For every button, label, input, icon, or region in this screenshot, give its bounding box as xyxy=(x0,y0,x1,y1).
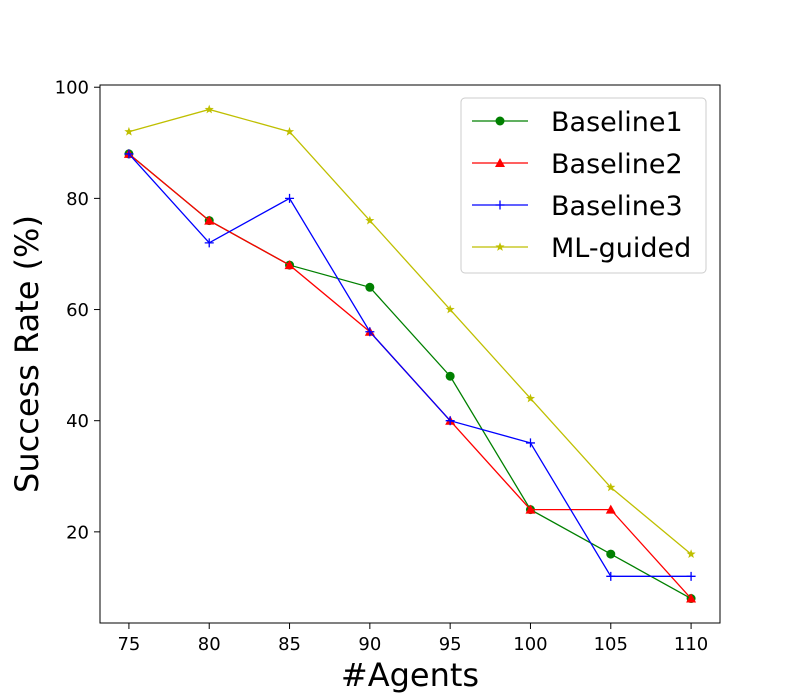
data-point-baseline1 xyxy=(445,371,455,381)
legend-frame xyxy=(460,97,707,274)
data-point-baseline3 xyxy=(525,438,535,448)
data-point-ml-guided xyxy=(606,482,616,492)
data-point-baseline3 xyxy=(124,149,134,159)
data-point-ml-guided xyxy=(204,104,214,114)
data-point-baseline3 xyxy=(606,571,616,581)
plot-frame xyxy=(99,84,721,624)
legend-marker-ml-guided xyxy=(495,242,505,251)
data-point-ml-guided xyxy=(365,215,375,225)
data-point-baseline1 xyxy=(606,549,616,559)
legend-label-baseline1: Baseline1 xyxy=(551,107,683,138)
y-axis: 20 40 60 80 100 xyxy=(55,78,100,543)
data-point-baseline1 xyxy=(365,282,375,292)
y-tick-label: 100 xyxy=(55,78,89,99)
data-point-baseline2 xyxy=(686,593,697,603)
y-tick-label: 80 xyxy=(66,189,89,210)
data-point-baseline2 xyxy=(284,260,295,270)
x-tick-label: 95 xyxy=(439,634,462,655)
x-tick-label: 80 xyxy=(198,634,221,655)
x-tick-label: 90 xyxy=(358,634,381,655)
series-line-ml-guided xyxy=(128,108,692,555)
x-axis: 75 80 85 90 95 100 105 110 xyxy=(117,623,708,655)
y-tick-label: 40 xyxy=(66,411,89,432)
data-point-baseline2 xyxy=(204,215,215,225)
legend-label-baseline3: Baseline3 xyxy=(551,191,683,222)
x-axis-label: #Agents xyxy=(341,656,479,694)
x-tick-label: 85 xyxy=(278,634,301,655)
y-axis-label: Success Rate (%) xyxy=(8,215,46,493)
data-point-baseline2 xyxy=(605,504,616,514)
legend-label-baseline2: Baseline2 xyxy=(551,149,683,180)
data-point-baseline3 xyxy=(285,193,295,203)
plot-area xyxy=(123,104,697,604)
legend-marker-baseline2 xyxy=(495,158,505,167)
data-point-baseline3 xyxy=(204,238,214,248)
data-point-ml-guided xyxy=(686,549,696,558)
data-point-ml-guided xyxy=(525,393,536,403)
y-tick-label: 20 xyxy=(66,522,89,543)
data-point-ml-guided xyxy=(445,304,455,314)
legend: Baseline1 Baseline2 Baseline3 ML-guided xyxy=(460,97,707,274)
legend-label-ml-guided: ML-guided xyxy=(551,233,691,264)
series-line-baseline3 xyxy=(128,153,692,577)
x-tick-label: 100 xyxy=(513,634,547,655)
x-tick-label: 75 xyxy=(117,634,140,655)
legend-marker-baseline3 xyxy=(495,200,505,210)
data-point-ml-guided xyxy=(284,126,295,136)
x-tick-label: 110 xyxy=(674,634,708,655)
x-tick-label: 105 xyxy=(594,634,628,655)
data-point-ml-guided xyxy=(124,126,134,136)
legend-marker-baseline1 xyxy=(495,116,505,126)
data-point-baseline3 xyxy=(365,327,375,337)
data-point-baseline2 xyxy=(525,504,536,514)
data-point-baseline3 xyxy=(445,416,455,426)
data-point-baseline3 xyxy=(686,571,696,581)
y-tick-label: 60 xyxy=(66,300,89,321)
